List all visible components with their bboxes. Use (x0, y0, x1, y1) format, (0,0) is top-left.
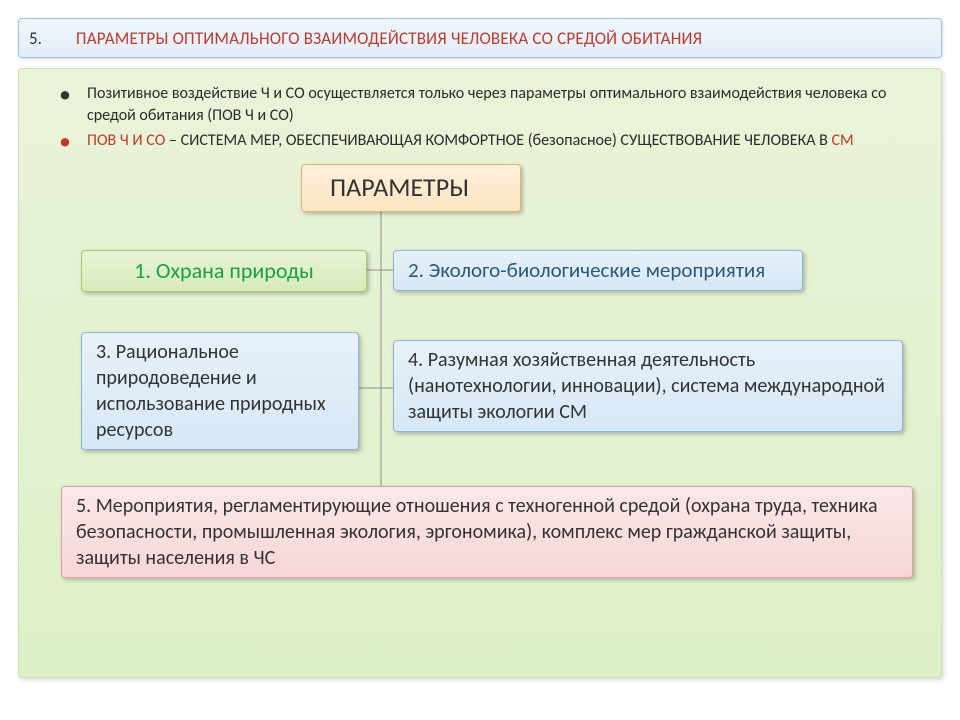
bullet-item: Позитивное воздействие Ч и СО осуществля… (41, 83, 919, 126)
diagram: ПАРАМЕТРЫ 1. Охрана природы 2. Эколого-б… (41, 164, 919, 624)
slide: 5. ПАРАМЕТРЫ ОПТИМАЛЬНОГО ВЗАИМОДЕЙСТВИЯ… (18, 18, 942, 678)
diagram-node-3: 3. Рациональное природоведение и использ… (81, 332, 359, 450)
content-panel: Позитивное воздействие Ч и СО осуществля… (18, 68, 942, 678)
node-label: 5. Мероприятия, регламентирующие отношен… (76, 494, 878, 570)
bullet-red-lead: ПОВ Ч И СО (87, 131, 165, 150)
title-text: ПАРАМЕТРЫ ОПТИМАЛЬНОГО ВЗАИМОДЕЙСТВИЯ ЧЕ… (76, 28, 702, 49)
diagram-node-1: 1. Охрана природы (81, 250, 367, 293)
diagram-node-5: 5. Мероприятия, регламентирующие отношен… (61, 486, 913, 578)
node-label: 1. Охрана природы (134, 257, 314, 284)
title-number: 5. (29, 28, 42, 49)
bullet-list: Позитивное воздействие Ч и СО осуществля… (41, 83, 919, 152)
node-label: 4. Разумная хозяйственная деятельность (… (408, 348, 885, 424)
diagram-node-2: 2. Эколого-биологические мероприятия (393, 250, 803, 291)
bullet-text: Позитивное воздействие Ч и СО осуществля… (87, 84, 886, 125)
diagram-node-4: 4. Разумная хозяйственная деятельность (… (393, 340, 903, 432)
bullet-red-tail: СМ (831, 131, 853, 150)
bullet-mid: – СИСТЕМА МЕР, ОБЕСПЕЧИВАЮЩАЯ КОМФОРТНОЕ… (165, 131, 831, 150)
bullet-item: ПОВ Ч И СО – СИСТЕМА МЕР, ОБЕСПЕЧИВАЮЩАЯ… (41, 130, 919, 152)
node-label: 3. Рациональное природоведение и использ… (96, 340, 326, 442)
node-label: ПАРАМЕТРЫ (330, 171, 469, 203)
title-bar: 5. ПАРАМЕТРЫ ОПТИМАЛЬНОГО ВЗАИМОДЕЙСТВИЯ… (18, 18, 942, 58)
diagram-root: ПАРАМЕТРЫ (301, 164, 521, 212)
node-label: 2. Эколого-биологические мероприятия (408, 257, 765, 283)
